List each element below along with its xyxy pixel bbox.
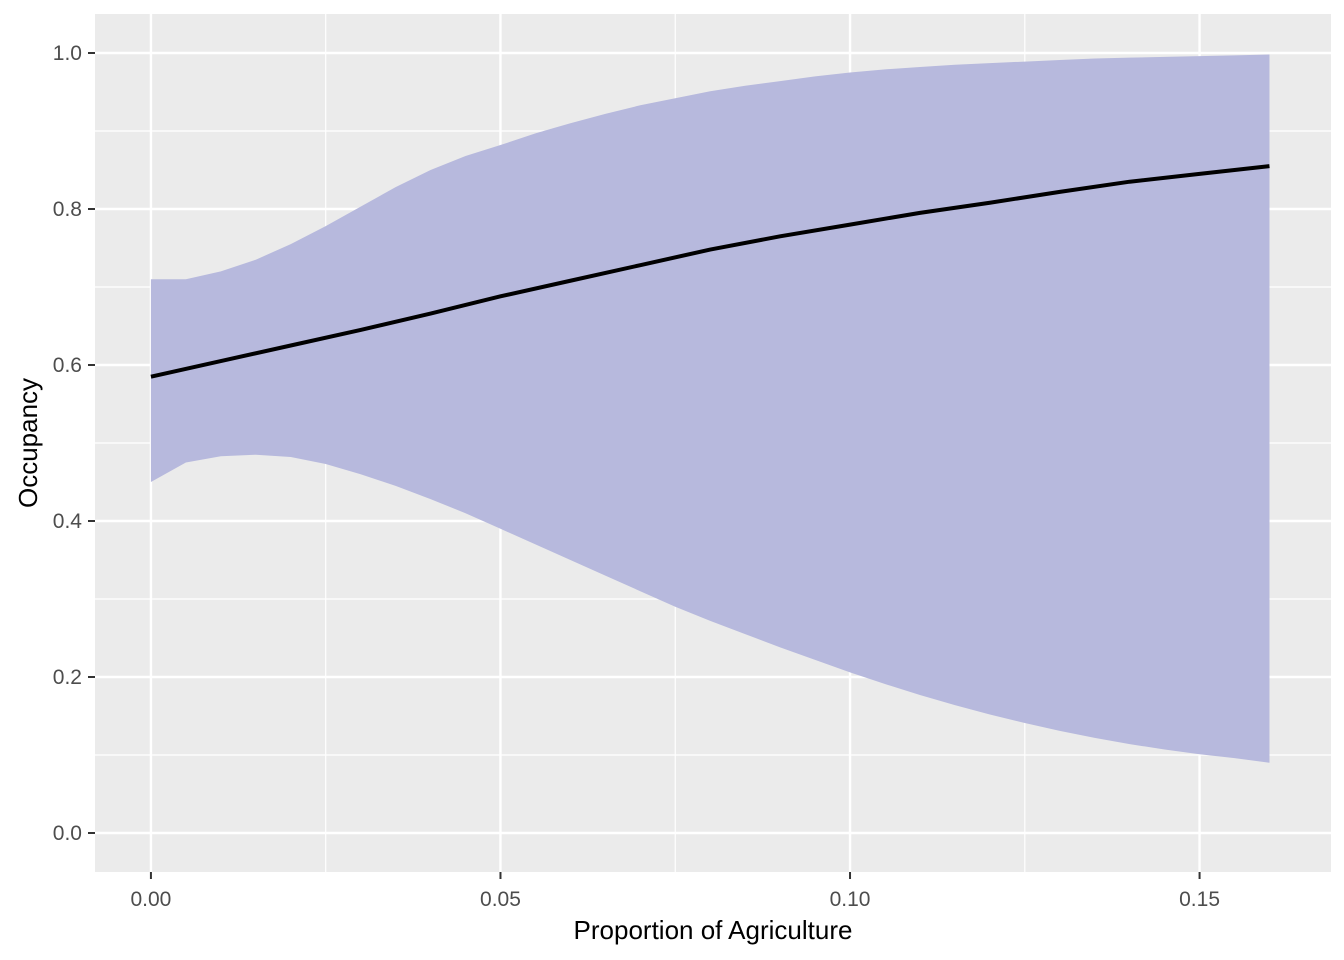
y-tick-label: 0.8 (53, 198, 82, 221)
y-tick-label: 0.2 (53, 666, 82, 689)
x-axis-ticks: 0.00 0.05 0.10 0.15 (130, 872, 1220, 911)
x-axis-title: Proportion of Agriculture (574, 915, 853, 945)
x-tick-label: 0.05 (480, 888, 521, 911)
y-tick-label: 0.0 (53, 822, 82, 845)
x-tick-label: 0.10 (830, 888, 871, 911)
y-tick-label: 1.0 (53, 42, 82, 65)
occupancy-line (150, 164, 1270, 379)
y-tick-label: 0.4 (53, 510, 83, 533)
x-tick-label: 0.00 (130, 888, 171, 911)
y-axis-title: Occupancy (13, 378, 43, 508)
confidence-ribbon (150, 54, 1270, 763)
x-tick-label: 0.15 (1179, 888, 1220, 911)
y-axis-ticks: 0.0 0.2 0.4 0.6 0.8 1.0 (53, 42, 95, 845)
y-tick-label: 0.6 (53, 354, 82, 377)
